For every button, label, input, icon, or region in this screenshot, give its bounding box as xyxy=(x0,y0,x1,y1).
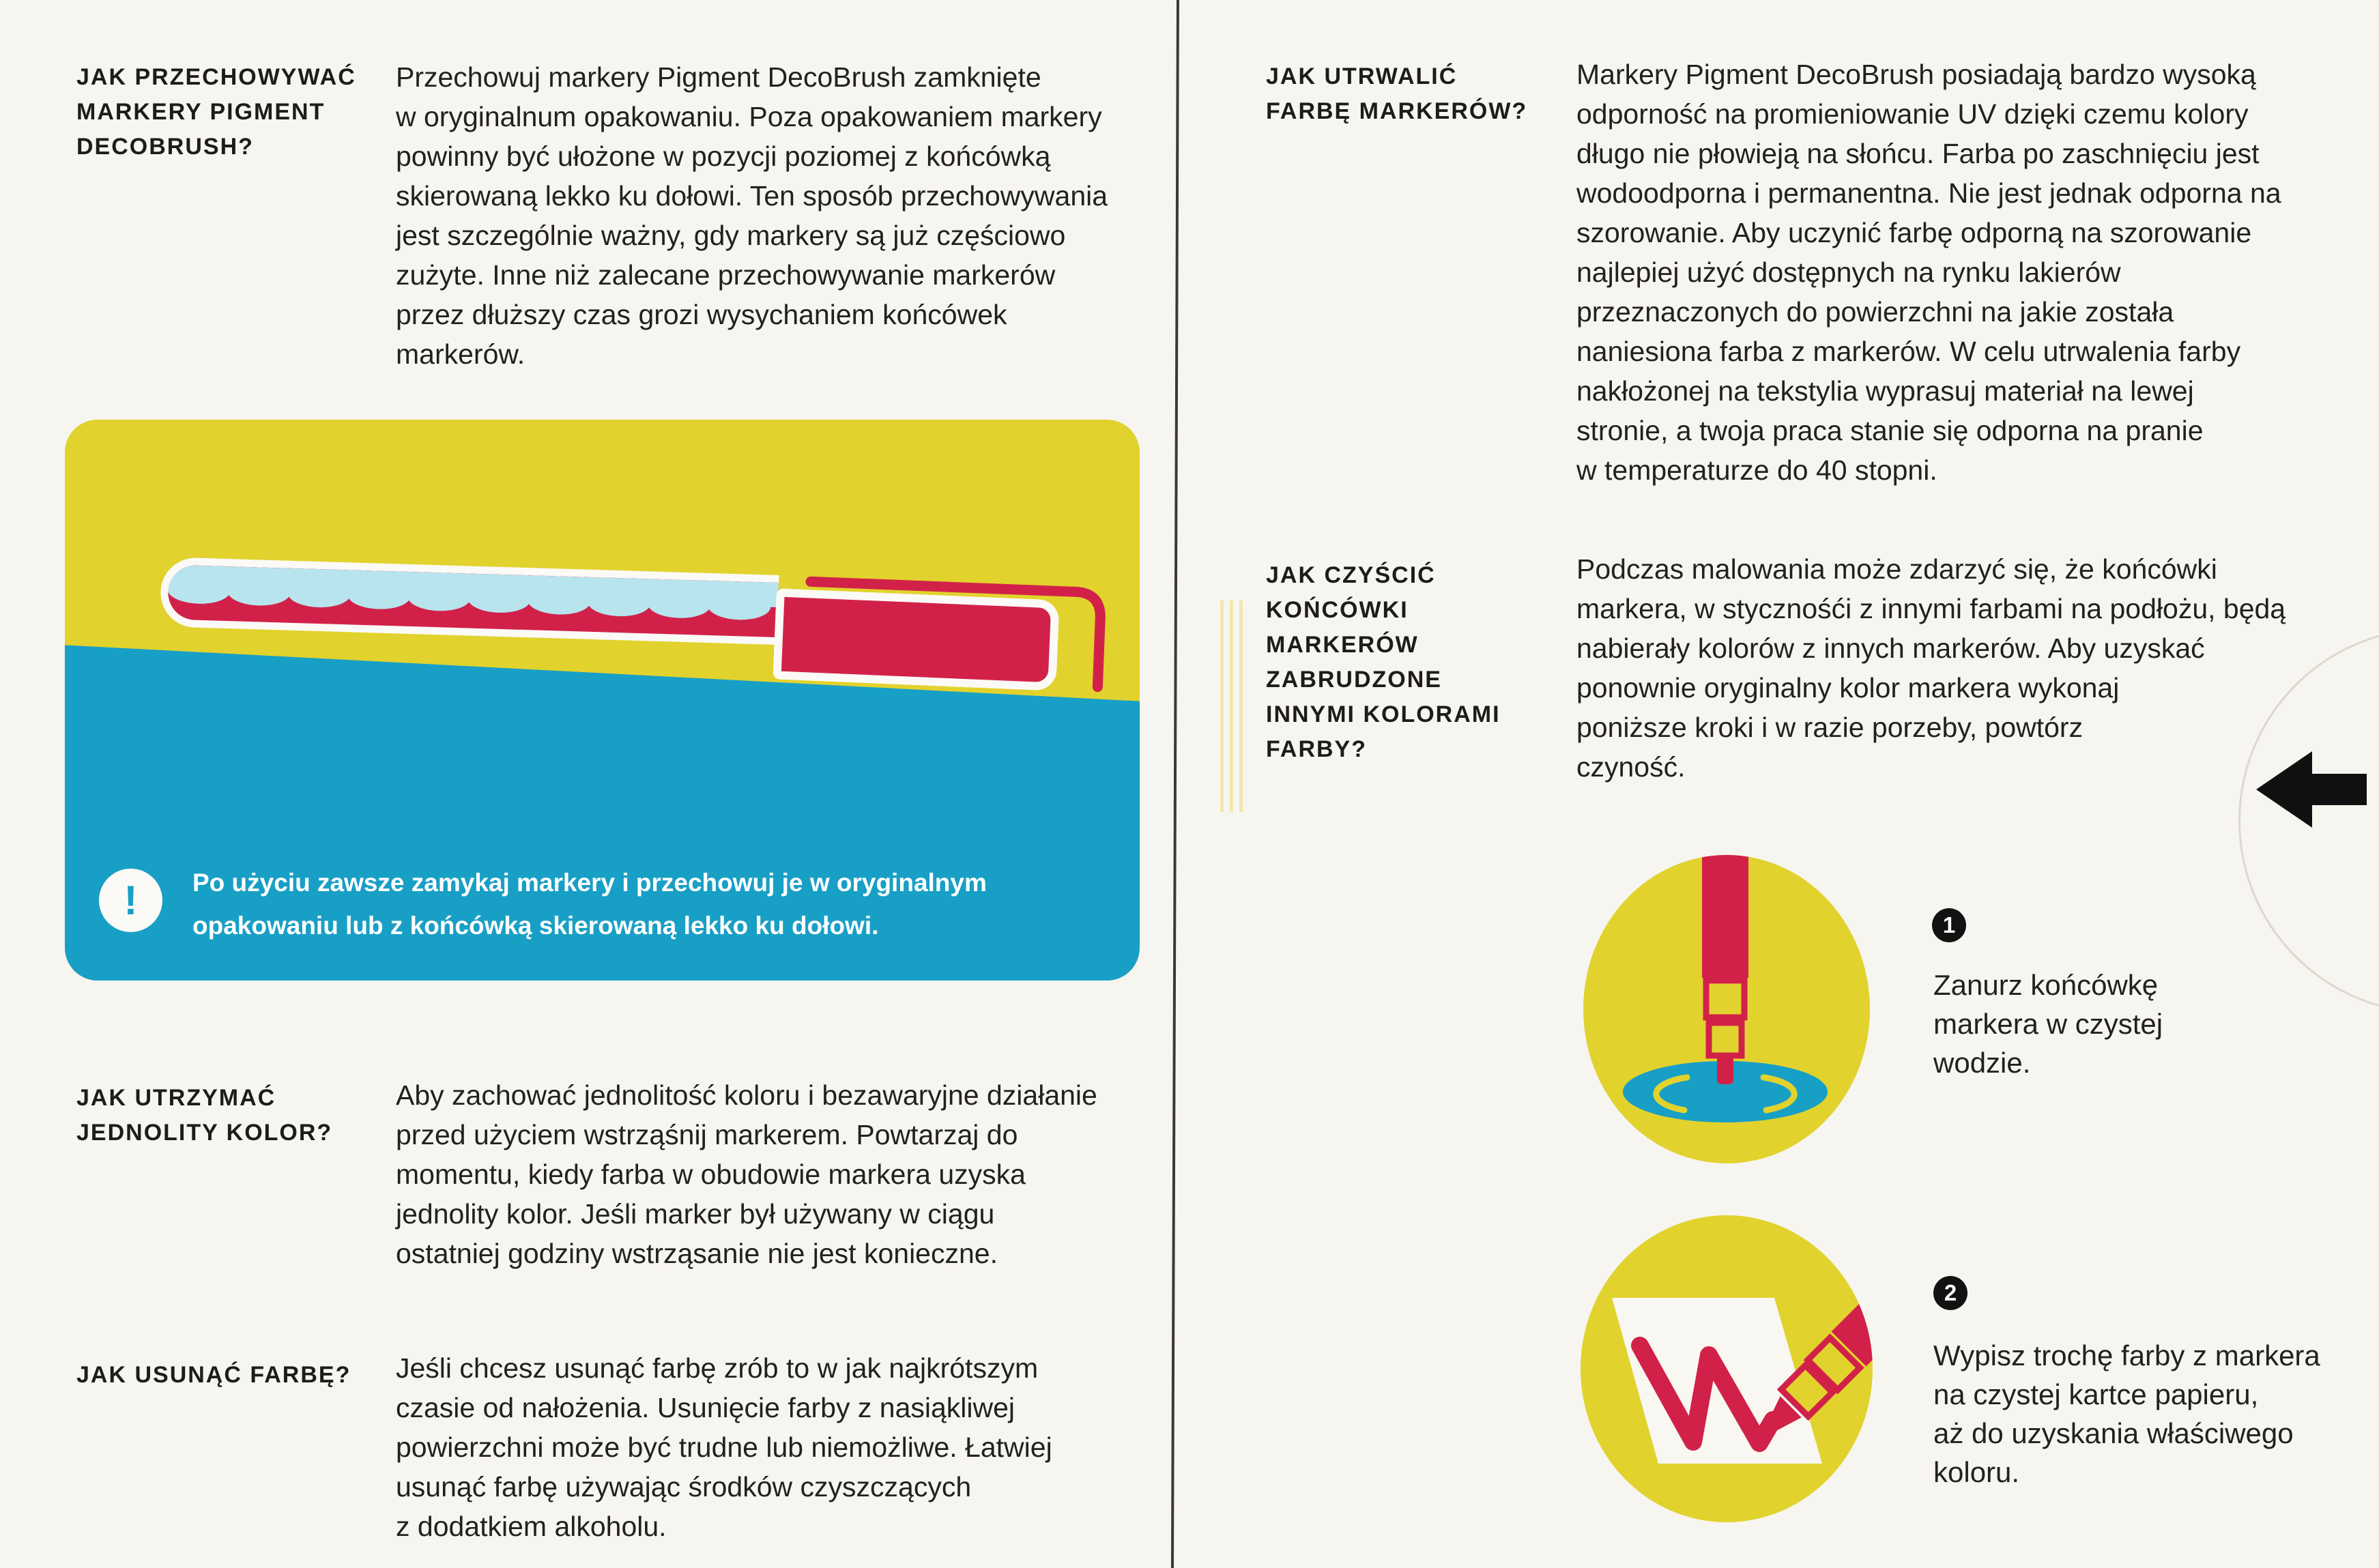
marker-tip xyxy=(1717,1056,1733,1084)
storage-illustration-card: ! Po użyciu zawsze zamykaj markery i prz… xyxy=(65,420,1140,981)
answer-text-storage: Przechowuj markery Pigment DecoBrush zam… xyxy=(396,61,1108,370)
marker-diagonal xyxy=(1763,1264,1873,1435)
dip-in-water-graphic xyxy=(1623,855,1828,1122)
scan-artifact-streaks xyxy=(1220,600,1245,812)
step-1-illustration-circle xyxy=(1583,855,1870,1163)
answer-text-remove-paint: Jeśli chcesz usunąć farbę zrób to w jak … xyxy=(396,1352,1052,1542)
question-heading-fix-paint: JAK UTRWALIĆ FARBĘ MARKERÓW? xyxy=(1266,63,1528,124)
question-heading-uniform-color: JAK UTRZYMAĆ JEDNOLITY KOLOR? xyxy=(76,1085,333,1146)
marker-cap-illustration xyxy=(773,588,1060,691)
marker-body-illustration xyxy=(159,557,779,645)
question-heading-storage: JAK PRZECHOWYWAĆ MARKERY PIGMENT DECOBRU… xyxy=(76,64,356,160)
step-1-text: Zanurz końcówkę markera w czystej wodzie… xyxy=(1933,969,2163,1079)
step-badge-2: 2 xyxy=(1933,1276,1967,1310)
marker-ink-window xyxy=(167,564,779,637)
answer-text-fix-paint: Markery Pigment DecoBrush posiadają bard… xyxy=(1576,59,2281,486)
marker-vertical-body xyxy=(1702,855,1748,978)
question-heading-remove-paint: JAK USUNĄĆ FARBĘ? xyxy=(76,1362,351,1388)
marker-cap-clip xyxy=(800,572,1125,703)
storage-note-text: Po użyciu zawsze zamykaj markery i przec… xyxy=(192,869,987,940)
question-heading-clean-tips: JAK CZYŚCIĆ KOŃCÓWKI MARKERÓW ZABRUDZONE… xyxy=(1266,562,1501,762)
answer-text-clean-tips: Podczas malowania może zdarzyć się, że k… xyxy=(1576,553,2286,783)
step-badge-1: 1 xyxy=(1932,908,1966,942)
w-scribble xyxy=(1631,1337,1782,1452)
ink-wave-graphic xyxy=(167,564,779,620)
write-on-paper-graphic xyxy=(1631,1264,1873,1452)
exclamation-icon: ! xyxy=(99,869,162,932)
answer-text-uniform-color: Aby zachować jednolitość koloru i bezawa… xyxy=(396,1079,1097,1269)
arrow-left-icon xyxy=(2256,751,2367,828)
page-fold-divider xyxy=(1170,0,1179,1568)
step-2-illustration-circle xyxy=(1581,1215,1873,1522)
step-2-text: Wypisz trochę farby z markera na czystej… xyxy=(1933,1339,2320,1488)
card-blue-area xyxy=(65,645,1140,981)
